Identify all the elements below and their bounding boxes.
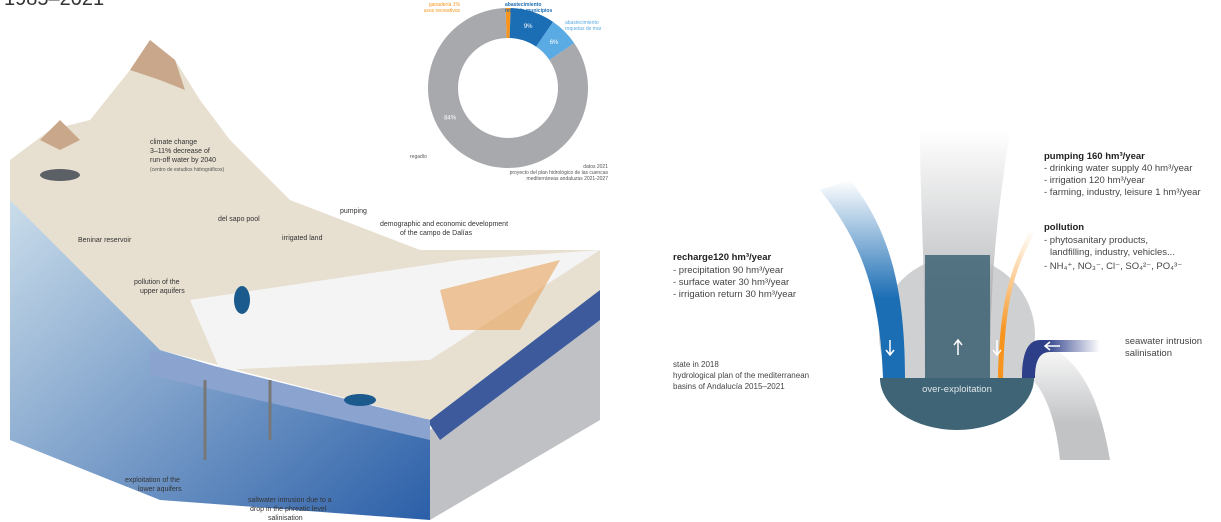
flow-recharge	[820, 180, 905, 378]
heading: recharge120 hm³/year	[673, 252, 772, 263]
label: salinisation	[268, 515, 303, 522]
item: landfilling, industry, vehicles...	[1050, 247, 1175, 258]
urban-area	[440, 260, 560, 330]
title: 1985–2021	[4, 0, 104, 10]
arrow	[885, 340, 895, 357]
arrow	[953, 338, 963, 355]
label: saltwater intrusion due to a	[248, 497, 332, 504]
reservoir	[40, 169, 80, 181]
label: exploitation of the	[125, 477, 180, 484]
label: demographic and economic development	[380, 221, 508, 228]
source: state in 2018	[673, 360, 719, 369]
label: Beninar reservoir	[78, 237, 132, 244]
source: datos 2021	[583, 164, 608, 170]
segment-name: abastecimiento	[565, 20, 599, 26]
value-label: 9%	[524, 24, 533, 30]
flow-out	[1020, 340, 1110, 460]
aquifer-front	[10, 160, 430, 520]
label: del sapo pool	[218, 216, 260, 223]
label: irrigated land	[282, 235, 323, 242]
segment-name: usos recreativos	[424, 8, 461, 14]
label: pumping	[340, 208, 367, 215]
bowl	[880, 378, 1034, 430]
segment-name: roquetas de mar	[565, 26, 602, 32]
peak	[40, 120, 80, 150]
label: lower aquifers	[138, 486, 182, 493]
donut-segment	[509, 8, 554, 47]
label: salinisation	[1125, 348, 1172, 359]
upper-aquifer	[150, 350, 430, 440]
block-side	[430, 300, 600, 520]
pool	[234, 286, 250, 314]
item: - phytosanitary products,	[1044, 235, 1148, 246]
arrow	[1043, 341, 1060, 351]
value-label: 84%	[444, 116, 457, 122]
source: proyecto del plan hidrológico de las cue…	[510, 170, 609, 176]
balance-diagram	[820, 130, 1110, 460]
flow-pollution	[998, 230, 1035, 378]
value-label: 6%	[550, 40, 559, 46]
item: - irrigation 120 hm³/year	[1044, 175, 1145, 186]
item: - farming, industry, leisure 1 hm³/year	[1044, 187, 1201, 198]
segment-name: resto de municipios	[505, 8, 552, 14]
item: - drinking water supply 40 hm³/year	[1044, 163, 1192, 174]
source: basins of Andalucía 2015–2021	[673, 382, 785, 391]
label: run-off water by 2040	[150, 157, 216, 164]
peak	[130, 40, 185, 90]
segment-name: ganadería 1%	[429, 2, 461, 8]
label: seawater intrusion	[1125, 336, 1202, 347]
aquifer-core	[925, 255, 990, 380]
center-label: over-exploitation	[922, 384, 992, 395]
label: climate change	[150, 139, 197, 146]
label: (centro de estudios hidrográficos)	[150, 167, 225, 173]
pool	[344, 394, 376, 406]
donut-chart: 9% 6% 84%	[428, 8, 588, 169]
source: mediterráneas andaluzas 2021-2027	[527, 176, 609, 182]
item: - surface water 30 hm³/year	[673, 277, 789, 288]
flow-seawater	[1022, 340, 1100, 378]
label: upper aquifers	[140, 288, 185, 295]
arrow	[992, 340, 1002, 357]
heading: pumping 160 hm³/year	[1044, 151, 1145, 162]
label: pollution of the	[134, 279, 180, 286]
label: drop in the phreatic level	[250, 506, 327, 513]
segment-name: abastecimiento	[505, 2, 541, 8]
heading: pollution	[1044, 222, 1084, 233]
item: - precipitation 90 hm³/year	[673, 265, 783, 276]
donut-segment	[536, 21, 575, 60]
label: 3–11% decrease of	[150, 148, 210, 155]
landscape	[10, 40, 600, 520]
item: - NH₄⁺, NO₃⁻, Cl⁻, SO₄²⁻, PO₄³⁻	[1044, 261, 1182, 272]
label: of the campo de Dalías	[400, 230, 472, 237]
donut-segment	[428, 8, 588, 169]
item: - irrigation return 30 hm³/year	[673, 289, 796, 300]
sea	[420, 290, 600, 440]
source: hydrological plan of the mediterranean	[673, 371, 809, 380]
segment-name: regadío	[410, 154, 427, 160]
donut-segment	[505, 8, 511, 39]
